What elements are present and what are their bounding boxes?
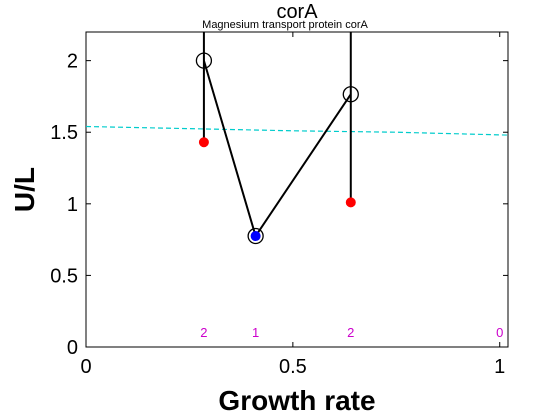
x-tick-label: 1	[494, 356, 505, 378]
count-label: 1	[252, 325, 259, 340]
reference-line-layer	[85, 125, 509, 136]
plot-area	[85, 31, 509, 348]
chart-title: corA	[276, 1, 318, 23]
y-tick-label: 1.5	[50, 122, 78, 144]
axis-ticks: 0 0.5 1 0 0.5 1 1.5 2	[50, 32, 508, 378]
vertical-lines-layer	[202, 32, 352, 203]
y-tick-label: 0.5	[50, 265, 78, 287]
open-circle-marker	[342, 86, 359, 103]
count-labels-layer: 2 1 2 0	[200, 325, 503, 340]
chart-subtitle: Magnesium transport protein corA	[202, 19, 368, 31]
open-circle-marker	[247, 227, 264, 245]
blue-data-point	[250, 231, 261, 242]
red-data-point	[345, 197, 356, 208]
x-axis-label: Growth rate	[218, 385, 375, 416]
open-circle-marker	[195, 52, 213, 69]
y-tick-label: 1	[67, 194, 78, 216]
count-label: 2	[347, 325, 354, 340]
x-tick-label: 0.5	[279, 356, 307, 378]
y-tick-label: 0	[67, 337, 78, 359]
series-line	[202, 60, 352, 239]
reference-dashed-line	[85, 125, 509, 136]
red-data-point	[198, 137, 209, 148]
count-label: 0	[496, 325, 503, 340]
x-tick-label: 0	[80, 356, 91, 378]
points-layer	[195, 52, 359, 245]
y-axis-label: U/L	[9, 167, 40, 212]
series-line-layer	[202, 60, 352, 239]
count-label: 2	[200, 325, 207, 340]
y-tick-label: 2	[67, 51, 78, 73]
